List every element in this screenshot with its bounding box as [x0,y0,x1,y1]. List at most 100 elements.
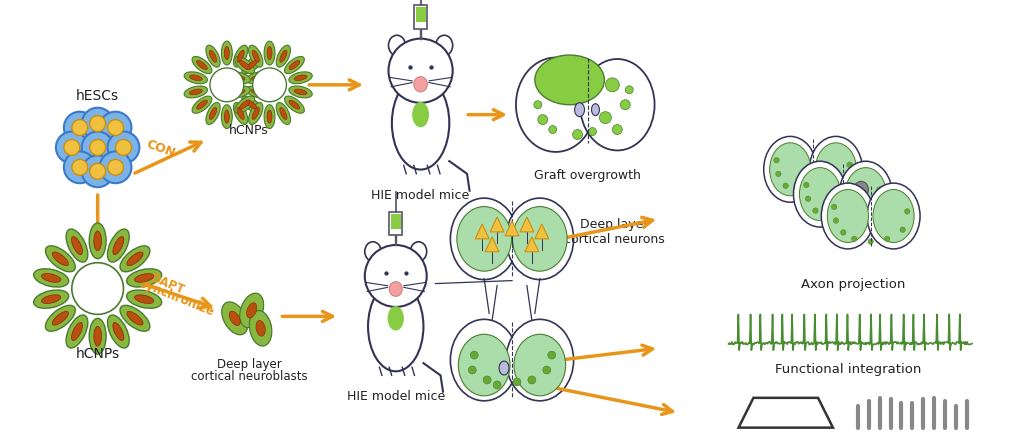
Circle shape [840,230,846,236]
Circle shape [783,184,788,189]
Ellipse shape [189,76,202,82]
Ellipse shape [235,97,254,114]
Circle shape [840,217,845,223]
Ellipse shape [246,61,258,70]
Ellipse shape [246,72,270,85]
Ellipse shape [248,46,263,68]
Ellipse shape [763,137,817,203]
Ellipse shape [94,327,101,346]
Ellipse shape [127,312,143,326]
Ellipse shape [239,101,250,110]
Ellipse shape [135,274,153,283]
Ellipse shape [127,290,161,309]
Text: CON: CON [144,137,177,159]
Ellipse shape [506,199,573,280]
FancyBboxPatch shape [416,7,425,23]
Ellipse shape [535,56,604,105]
Circle shape [533,102,542,109]
Polygon shape [535,224,549,239]
Circle shape [900,227,905,233]
Ellipse shape [72,323,83,341]
Circle shape [82,156,113,188]
Ellipse shape [52,253,68,266]
Circle shape [548,352,556,359]
Ellipse shape [580,60,654,151]
Ellipse shape [845,168,886,221]
Ellipse shape [120,246,150,272]
Circle shape [107,160,124,176]
Circle shape [63,112,96,144]
Ellipse shape [227,72,250,85]
Circle shape [549,126,557,134]
Ellipse shape [280,108,287,120]
Ellipse shape [232,90,245,95]
Text: cortical neuroblasts: cortical neuroblasts [191,370,308,383]
Ellipse shape [196,61,207,70]
Circle shape [115,140,132,156]
Circle shape [538,115,548,125]
Circle shape [572,130,583,140]
Ellipse shape [246,87,270,99]
Circle shape [833,218,839,224]
Ellipse shape [107,315,129,348]
Ellipse shape [196,101,207,110]
Ellipse shape [237,108,244,120]
Ellipse shape [457,207,511,272]
Circle shape [365,246,427,307]
Ellipse shape [289,87,313,99]
Circle shape [776,172,781,177]
Circle shape [56,132,88,164]
Circle shape [63,152,96,184]
Ellipse shape [365,242,381,262]
Ellipse shape [227,87,250,99]
Ellipse shape [411,242,427,262]
Ellipse shape [276,103,290,125]
Polygon shape [520,217,533,232]
Ellipse shape [112,237,124,255]
Ellipse shape [827,190,869,243]
Circle shape [493,381,501,389]
Ellipse shape [225,111,229,124]
Ellipse shape [839,162,892,227]
Circle shape [856,215,863,220]
Ellipse shape [867,184,920,250]
Ellipse shape [574,103,585,117]
Ellipse shape [184,87,207,99]
Text: hCNPs: hCNPs [229,124,269,137]
Circle shape [625,87,634,95]
Ellipse shape [225,47,229,60]
Circle shape [82,108,113,140]
Circle shape [543,366,551,374]
Circle shape [620,101,631,110]
Text: Deep layer: Deep layer [580,218,649,231]
Circle shape [810,193,816,198]
Ellipse shape [120,306,150,332]
Ellipse shape [42,274,60,283]
Ellipse shape [210,108,217,120]
Ellipse shape [192,97,212,114]
Ellipse shape [294,76,307,82]
Ellipse shape [252,108,260,120]
Circle shape [483,376,492,384]
Text: cortical neurons: cortical neurons [564,233,664,246]
Circle shape [805,197,810,202]
Text: Graft overgrowth: Graft overgrowth [535,168,641,181]
Circle shape [605,79,619,92]
Ellipse shape [289,72,313,85]
Ellipse shape [451,319,518,401]
Polygon shape [505,221,519,237]
Circle shape [388,39,453,104]
Ellipse shape [233,46,247,68]
Circle shape [868,239,874,245]
Ellipse shape [233,103,247,125]
Ellipse shape [414,78,427,92]
Ellipse shape [873,190,914,243]
Circle shape [90,164,105,180]
Ellipse shape [127,253,143,266]
Ellipse shape [809,137,863,203]
Text: DAPT: DAPT [148,271,186,296]
Circle shape [468,366,476,374]
Ellipse shape [289,61,299,70]
Ellipse shape [267,47,272,60]
Circle shape [99,112,132,144]
